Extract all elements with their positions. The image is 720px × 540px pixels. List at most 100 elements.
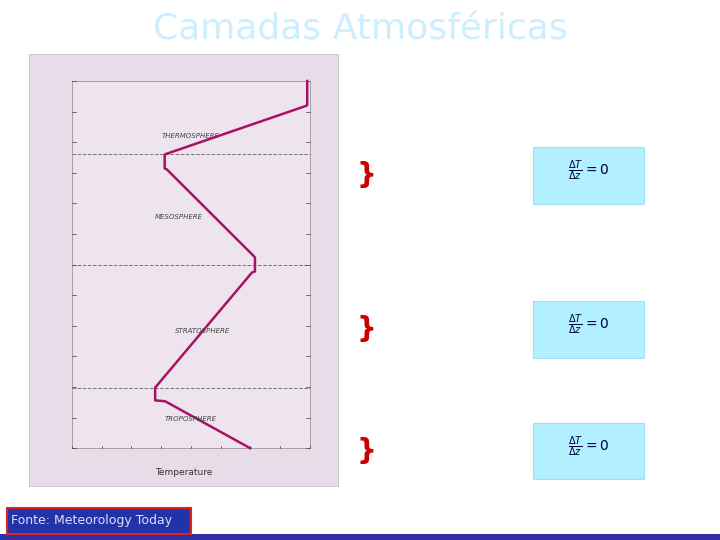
Bar	[0, 537, 720, 539]
Bar	[0, 535, 720, 538]
Bar	[0, 537, 720, 540]
Bar	[0, 535, 720, 538]
Bar	[0, 536, 720, 538]
Bar	[0, 537, 720, 539]
Bar	[0, 535, 720, 538]
Bar	[0, 535, 720, 538]
Bar	[0, 536, 720, 538]
Text: TROPOSPHERE: TROPOSPHERE	[165, 416, 217, 422]
Text: }: }	[356, 161, 376, 190]
Bar	[0, 536, 720, 539]
Text: $\frac{\Delta T}{\Delta z}=0$: $\frac{\Delta T}{\Delta z}=0$	[568, 159, 609, 184]
Bar	[0, 537, 720, 539]
Bar	[0, 535, 720, 538]
Bar	[0, 537, 720, 539]
Bar	[0, 536, 720, 538]
Bar	[0, 535, 720, 538]
Bar	[0, 536, 720, 539]
Bar	[0, 536, 720, 539]
Bar	[0, 537, 720, 540]
Bar	[0, 536, 720, 539]
Bar	[0, 536, 720, 538]
Bar	[0, 536, 720, 539]
Bar	[0, 537, 720, 540]
Bar	[0, 535, 720, 538]
Bar	[0, 537, 720, 539]
Bar	[0, 535, 720, 537]
Bar	[0, 536, 720, 538]
Bar	[0, 537, 720, 539]
Bar	[0, 536, 720, 538]
Text: TERMOSFERA: TERMOSFERA	[483, 80, 604, 98]
Bar	[0, 536, 720, 539]
Bar	[0, 536, 720, 539]
Bar	[0, 537, 720, 539]
Bar	[0, 537, 720, 539]
Bar	[0, 535, 720, 537]
Bar	[0, 537, 720, 539]
Bar	[0, 536, 720, 538]
FancyBboxPatch shape	[533, 422, 644, 480]
Bar	[0, 536, 720, 538]
Bar	[0, 536, 720, 538]
Bar	[0, 537, 720, 540]
Bar	[0, 537, 720, 539]
Bar	[0, 535, 720, 537]
Bar	[0, 535, 720, 537]
Bar	[0, 535, 720, 538]
Bar	[0, 535, 720, 538]
Bar	[0, 535, 720, 537]
Bar	[0, 536, 720, 539]
Bar	[0, 536, 720, 538]
FancyBboxPatch shape	[72, 81, 310, 448]
Bar	[0, 535, 720, 538]
Bar	[0, 536, 720, 538]
Bar	[0, 536, 720, 539]
Bar	[0, 535, 720, 537]
Bar	[0, 536, 720, 538]
Bar	[0, 536, 720, 538]
Bar	[0, 535, 720, 537]
Text: $\frac{\Delta T}{\Delta z}=0$: $\frac{\Delta T}{\Delta z}=0$	[568, 313, 609, 338]
Bar	[0, 536, 720, 539]
Text: Fonte: Meteorology Today: Fonte: Meteorology Today	[11, 514, 172, 527]
Bar	[0, 536, 720, 539]
Bar	[0, 536, 720, 538]
Bar	[0, 537, 720, 539]
Bar	[0, 535, 720, 537]
Bar	[0, 535, 720, 538]
Bar	[0, 536, 720, 538]
Bar	[0, 537, 720, 539]
Bar	[0, 537, 720, 539]
Bar	[0, 535, 720, 538]
Bar	[0, 537, 720, 539]
Bar	[0, 536, 720, 539]
Bar	[0, 537, 720, 540]
Bar	[0, 536, 720, 538]
Bar	[0, 537, 720, 539]
Bar	[0, 536, 720, 538]
Text: ESTRATOSFERA: ESTRATOSFERA	[474, 388, 613, 406]
Text: MESOPAUSA: MESOPAUSA	[378, 166, 503, 185]
Bar	[0, 537, 720, 539]
Bar	[0, 536, 720, 538]
Bar	[0, 537, 720, 540]
Bar	[0, 535, 720, 538]
Bar	[0, 537, 720, 539]
Bar	[0, 537, 720, 539]
Bar	[0, 536, 720, 538]
Bar	[0, 536, 720, 538]
Bar	[0, 536, 720, 539]
Bar	[0, 535, 720, 537]
Bar	[0, 537, 720, 540]
Bar	[0, 536, 720, 539]
Bar	[0, 537, 720, 539]
Text: MESOSPHERE: MESOSPHERE	[155, 214, 203, 220]
Bar	[0, 536, 720, 538]
Bar	[0, 535, 720, 538]
Bar	[0, 536, 720, 539]
Bar	[0, 537, 720, 539]
Bar	[0, 535, 720, 537]
Bar	[0, 537, 720, 539]
Bar	[0, 536, 720, 538]
